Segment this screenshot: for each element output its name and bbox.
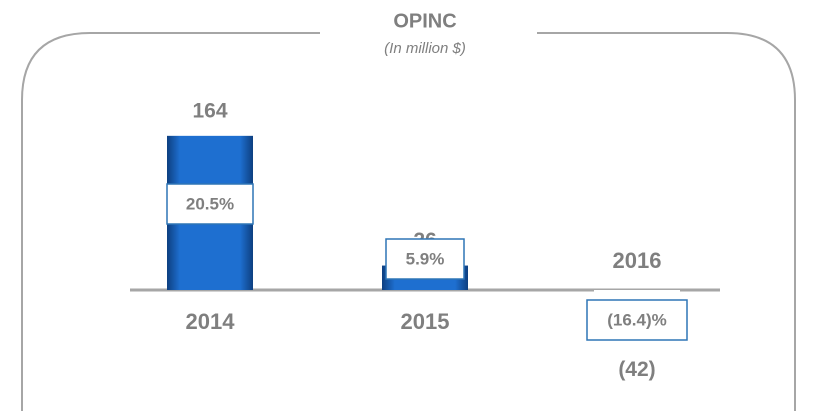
- margin-label: (16.4)%: [607, 310, 667, 329]
- chart-subtitle: (In million $): [384, 40, 466, 57]
- value-label: (42): [618, 358, 655, 381]
- margin-box: [586, 299, 688, 341]
- frame: [21, 32, 796, 411]
- x-tick-label: 2015: [401, 309, 450, 334]
- margin-label: 5.9%: [406, 249, 445, 268]
- margin-box: [166, 183, 254, 225]
- x-tick-label: 2016: [613, 248, 662, 273]
- x-tick-label: 2014: [186, 309, 236, 334]
- chart-title: OPINC: [393, 10, 456, 32]
- margin-box: [385, 238, 465, 280]
- value-label: 164: [192, 99, 227, 122]
- margin-label: 20.5%: [186, 194, 234, 213]
